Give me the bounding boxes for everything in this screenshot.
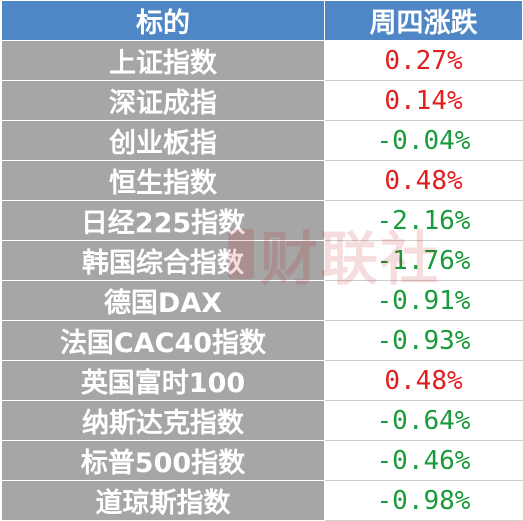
table-row: 法国CAC40指数 -0.93% [1,320,523,361]
change-value-cell: 0.14% [324,80,523,121]
change-value-cell: 0.27% [324,40,523,81]
header-thursday-change: 周四涨跌 [324,0,523,41]
table-row: 上证指数 0.27% [1,40,523,81]
change-value-cell: -0.98% [324,480,523,521]
header-index-name: 标的 [1,0,325,41]
table-row: 纳斯达克指数 -0.64% [1,400,523,441]
table-row: 日经225指数 -2.16% [1,200,523,241]
table-row: 德国DAX -0.91% [1,280,523,321]
table-row: 创业板指 -0.04% [1,120,523,161]
change-value-cell: -2.16% [324,200,523,241]
table-row: 韩国综合指数 -1.76% [1,240,523,281]
table-row: 英国富时100 0.48% [1,360,523,401]
change-value-cell: -1.76% [324,240,523,281]
change-value-cell: -0.93% [324,320,523,361]
index-name-cell: 标普500指数 [1,440,325,481]
index-name-cell: 恒生指数 [1,160,325,201]
index-name-cell: 纳斯达克指数 [1,400,325,441]
change-value-cell: -0.64% [324,400,523,441]
table-header-row: 标的 周四涨跌 [1,0,523,41]
change-value-cell: -0.91% [324,280,523,321]
index-name-cell: 上证指数 [1,40,325,81]
index-name-cell: 韩国综合指数 [1,240,325,281]
index-name-cell: 德国DAX [1,280,325,321]
index-name-cell: 道琼斯指数 [1,480,325,521]
table-row: 道琼斯指数 -0.98% [1,480,523,521]
change-value-cell: 0.48% [324,360,523,401]
index-name-cell: 英国富时100 [1,360,325,401]
index-name-cell: 创业板指 [1,120,325,161]
index-name-cell: 法国CAC40指数 [1,320,325,361]
table-row: 恒生指数 0.48% [1,160,523,201]
index-name-cell: 日经225指数 [1,200,325,241]
change-value-cell: -0.04% [324,120,523,161]
table-row: 标普500指数 -0.46% [1,440,523,481]
index-name-cell: 深证成指 [1,80,325,121]
change-value-cell: 0.48% [324,160,523,201]
table-row: 深证成指 0.14% [1,80,523,121]
change-value-cell: -0.46% [324,440,523,481]
